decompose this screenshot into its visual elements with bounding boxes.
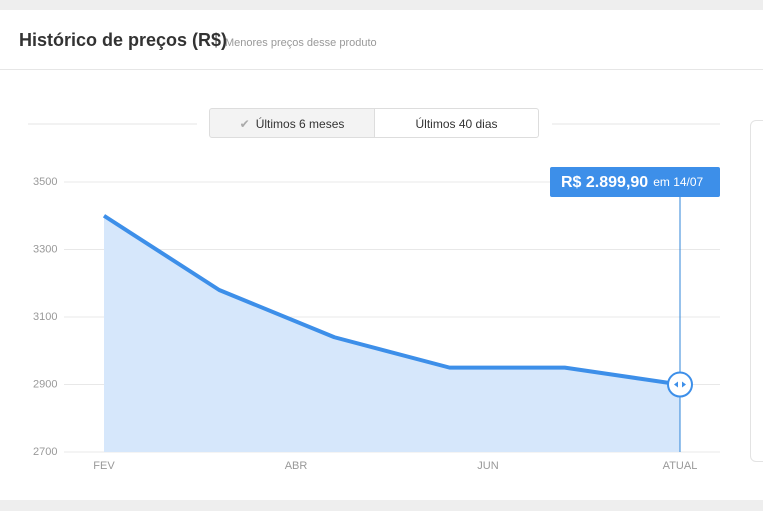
marker: [667, 371, 693, 398]
line: [102, 214, 681, 387]
side-card: [750, 120, 763, 462]
tooltip-date: em 14/07: [653, 175, 703, 189]
y-tick-label: 3300: [33, 243, 57, 255]
tooltip-text: R$ 2.899,90 em 14/07: [561, 174, 704, 191]
toggle-label: Últimos 6 meses: [255, 117, 345, 131]
title: Histórico de preços (R$): [19, 30, 228, 50]
area: [104, 215, 680, 452]
y-tick-label: 2900: [33, 378, 57, 390]
toggle-button[interactable]: Últimos 40 dias: [374, 108, 539, 138]
tooltip: [550, 167, 720, 197]
x-tick-label: JUN: [477, 460, 498, 472]
toggle-label: Últimos 40 dias: [415, 117, 498, 131]
y-tick-label: 3500: [33, 176, 57, 188]
x-tick-label: ATUAL: [663, 460, 698, 472]
x-tick-label: FEV: [93, 460, 115, 472]
marker-arrows: [674, 381, 686, 388]
x-tick-label: ABR: [285, 460, 308, 472]
subtitle: Menores preços desse produto: [225, 37, 377, 49]
y-tick-label: 3100: [33, 311, 57, 323]
y-tick-label: 2700: [33, 446, 57, 458]
header: Histórico de preços (R$) Menores preços …: [0, 10, 763, 70]
tooltip-value: R$ 2.899,90: [561, 174, 648, 191]
check-icon: ✔: [239, 117, 250, 131]
